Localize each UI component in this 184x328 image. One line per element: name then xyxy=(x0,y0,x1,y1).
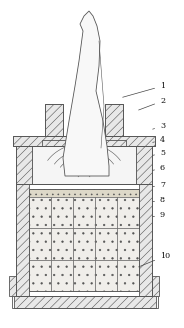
Bar xyxy=(117,228,139,260)
Bar xyxy=(95,260,117,291)
Bar xyxy=(73,260,95,291)
Bar xyxy=(117,197,139,228)
Text: 1: 1 xyxy=(123,82,165,97)
Bar xyxy=(9,276,16,296)
Bar xyxy=(45,104,63,136)
Bar xyxy=(29,189,139,197)
Bar xyxy=(102,140,126,146)
Bar xyxy=(16,184,29,296)
Text: 8: 8 xyxy=(153,196,165,204)
Text: 2: 2 xyxy=(139,97,165,110)
Bar xyxy=(16,146,32,184)
Bar xyxy=(105,104,123,136)
Bar xyxy=(13,136,155,146)
Bar xyxy=(16,146,152,184)
Text: 10: 10 xyxy=(139,252,170,267)
Bar xyxy=(105,104,123,136)
Bar xyxy=(16,184,152,296)
Bar xyxy=(51,260,73,291)
Text: 3: 3 xyxy=(153,122,165,130)
Bar xyxy=(29,260,51,291)
Bar xyxy=(73,228,95,260)
Bar xyxy=(95,197,117,228)
Bar xyxy=(42,140,66,146)
Bar xyxy=(14,296,156,308)
Bar xyxy=(12,296,158,308)
Bar xyxy=(73,197,95,228)
Bar xyxy=(152,276,159,296)
Text: 6: 6 xyxy=(153,164,165,172)
Bar xyxy=(29,197,51,228)
Text: 5: 5 xyxy=(153,149,165,157)
Bar xyxy=(139,184,152,296)
Text: 4: 4 xyxy=(153,136,165,144)
Bar xyxy=(32,146,136,184)
Bar xyxy=(117,260,139,291)
Text: 9: 9 xyxy=(153,211,165,219)
Bar xyxy=(29,228,51,260)
Bar xyxy=(136,146,152,184)
Bar xyxy=(13,136,155,146)
Bar xyxy=(51,197,73,228)
Bar xyxy=(45,104,63,136)
Bar xyxy=(95,228,117,260)
Text: 7: 7 xyxy=(153,181,165,189)
Polygon shape xyxy=(63,11,109,176)
Bar xyxy=(29,189,139,291)
Bar xyxy=(51,228,73,260)
